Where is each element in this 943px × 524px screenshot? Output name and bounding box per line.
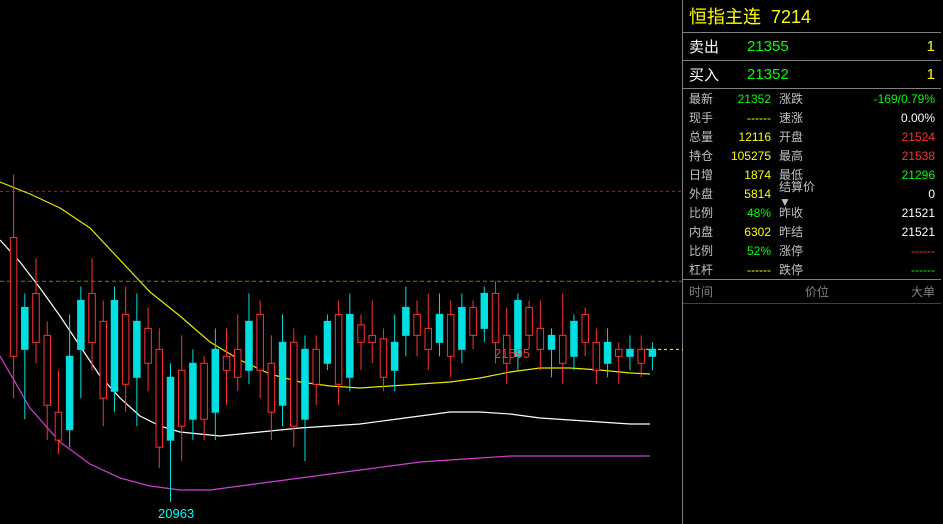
info-label: 比例 — [689, 242, 721, 259]
sell-row[interactable]: 卖出 21355 1 — [683, 33, 941, 61]
info-value: ------ — [721, 111, 779, 125]
info-label: 最高 — [779, 147, 821, 164]
buy-label: 买入 — [689, 64, 729, 85]
trade-list[interactable] — [683, 304, 941, 524]
info-label: 涨跌 — [779, 90, 821, 107]
info-value: 21524 — [821, 130, 935, 144]
info-value: 5814 — [721, 187, 779, 201]
info-value: 21296 — [821, 168, 935, 182]
info-value: ------ — [721, 263, 779, 277]
col-time: 时间 — [689, 283, 749, 300]
info-row: 杠杆------跌停------ — [683, 260, 941, 279]
col-lot: 大单 — [885, 283, 935, 300]
info-label: 涨停 — [779, 242, 821, 259]
info-value: 0.00% — [821, 111, 935, 125]
info-row: 现手------速涨0.00% — [683, 108, 941, 127]
info-label: 内盘 — [689, 223, 721, 240]
sell-price: 21355 — [729, 38, 885, 55]
info-row: 最新21352涨跌-169/0.79% — [683, 89, 941, 108]
info-value: 6302 — [721, 225, 779, 239]
info-label: 总量 — [689, 128, 721, 145]
buy-row[interactable]: 买入 21352 1 — [683, 61, 941, 89]
info-row: 比例52%涨停------ — [683, 241, 941, 260]
info-value: 21538 — [821, 149, 935, 163]
buy-qty: 1 — [885, 66, 935, 83]
info-value: 21521 — [821, 225, 935, 239]
info-value: 12116 — [721, 130, 779, 144]
instrument-title: 恒指主连 — [689, 3, 761, 29]
info-label: 速涨 — [779, 109, 821, 126]
info-label: 最新 — [689, 90, 721, 107]
info-label: 昨结 — [779, 223, 821, 240]
info-value: ------ — [821, 263, 935, 277]
info-label: 现手 — [689, 109, 721, 126]
info-value: 105275 — [721, 149, 779, 163]
info-label: 日增 — [689, 166, 721, 183]
info-label: 外盘 — [689, 185, 721, 202]
info-label: 昨收 — [779, 204, 821, 221]
instrument-code: 7214 — [771, 7, 811, 28]
info-value: ------ — [821, 244, 935, 258]
trade-list-header: 时间 价位 大单 — [683, 280, 941, 304]
panel-header: 恒指主连 7214 — [683, 0, 941, 33]
info-label: 开盘 — [779, 128, 821, 145]
info-value: 1874 — [721, 168, 779, 182]
buy-price: 21352 — [729, 66, 885, 83]
candlestick-chart[interactable]: 21595 20963 — [0, 0, 683, 524]
info-value: 48% — [721, 206, 779, 220]
info-label: 杠杆 — [689, 261, 721, 278]
info-value: -169/0.79% — [821, 92, 935, 106]
info-row: 内盘6302昨结21521 — [683, 222, 941, 241]
col-price: 价位 — [749, 283, 885, 300]
info-row: 总量12116开盘21524 — [683, 127, 941, 146]
info-row: 持仓105275最高21538 — [683, 146, 941, 165]
info-row: 外盘5814结算价▼0 — [683, 184, 941, 203]
info-grid: 最新21352涨跌-169/0.79%现手------速涨0.00%总量1211… — [683, 89, 941, 280]
info-value: 0 — [821, 187, 935, 201]
info-value: 52% — [721, 244, 779, 258]
sell-label: 卖出 — [689, 36, 729, 57]
info-label: 持仓 — [689, 147, 721, 164]
info-label: 跌停 — [779, 261, 821, 278]
info-value: 21352 — [721, 92, 779, 106]
info-row: 比例48%昨收21521 — [683, 203, 941, 222]
sell-qty: 1 — [885, 38, 935, 55]
info-value: 21521 — [821, 206, 935, 220]
quote-panel: 恒指主连 7214 卖出 21355 1 买入 21352 1 最新21352涨… — [683, 0, 941, 524]
info-label: 比例 — [689, 204, 721, 221]
